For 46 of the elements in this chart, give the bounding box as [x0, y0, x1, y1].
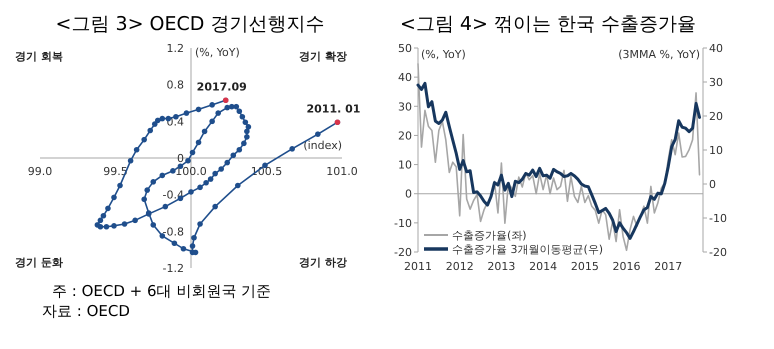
x-tick-label: 101.0	[326, 165, 358, 178]
x-tick-label: 2012	[446, 260, 474, 273]
legend-label: 수출증가율 3개월이동평균(우)	[452, 243, 604, 256]
x-tick-label: 2016	[612, 260, 641, 273]
y-tick-label: -20	[394, 246, 412, 259]
annotation: 2011. 01	[306, 102, 360, 116]
y2-tick-label: -10	[709, 212, 727, 225]
y2-tick-label: 20	[709, 110, 723, 123]
annotation: 경기 둔화	[15, 256, 63, 269]
y2-tick-label: 40	[709, 42, 723, 55]
y-tick-label: 40	[398, 71, 412, 84]
y2-tick-label: 0	[709, 178, 716, 191]
y-tick-label: 1.2	[166, 42, 184, 55]
chart-title: <그림 4> 꺾이는 한국 수출증가율	[400, 13, 696, 35]
text: 주 : OECD + 6대 비회원국 기준	[52, 282, 272, 300]
y-tick-label: 0	[405, 188, 412, 201]
y-tick-label: 50	[398, 42, 412, 55]
y-axis-title: (%, YoY)	[195, 46, 240, 59]
annotation: 경기 회복	[15, 50, 63, 63]
y-axis-title: (%, YoY)	[421, 48, 466, 61]
x-tick-label: 99.0	[28, 165, 52, 178]
y-tick-label: -10	[394, 216, 412, 230]
x-tick-label: 2011	[404, 260, 432, 273]
y-tick-label: 0	[177, 152, 184, 165]
y-tick-label: 20	[398, 129, 412, 142]
x-tick-label: 2015	[570, 260, 599, 273]
x-tick-label: 2013	[487, 260, 516, 273]
y2-tick-label: -20	[709, 246, 727, 259]
x-axis-title: (index)	[303, 139, 342, 152]
y-tick-label: 30	[398, 100, 412, 114]
text: 자료 : OECD	[42, 302, 130, 320]
x-tick-label: 100.0	[175, 165, 207, 178]
x-tick-label: 2014	[529, 260, 558, 273]
y-tick-label: -0.8	[162, 225, 184, 238]
y-tick-label: 0.8	[166, 78, 184, 92]
y2-axis-title: (3MMA %, YoY)	[618, 48, 700, 61]
x-tick-label: 2017	[654, 260, 682, 273]
annotation: 경기 하강	[299, 256, 347, 269]
chart-title: <그림 3> OECD 경기선행지수	[56, 13, 324, 35]
annotation: 경기 확장	[299, 50, 347, 63]
y-tick-label: -1.2	[162, 262, 184, 275]
y2-tick-label: 10	[709, 144, 723, 157]
y2-tick-label: 30	[709, 76, 723, 89]
legend-label: 수출증가율(좌)	[452, 229, 527, 242]
annotation: 2017.09	[196, 80, 247, 94]
y-tick-label: 10	[398, 158, 412, 172]
